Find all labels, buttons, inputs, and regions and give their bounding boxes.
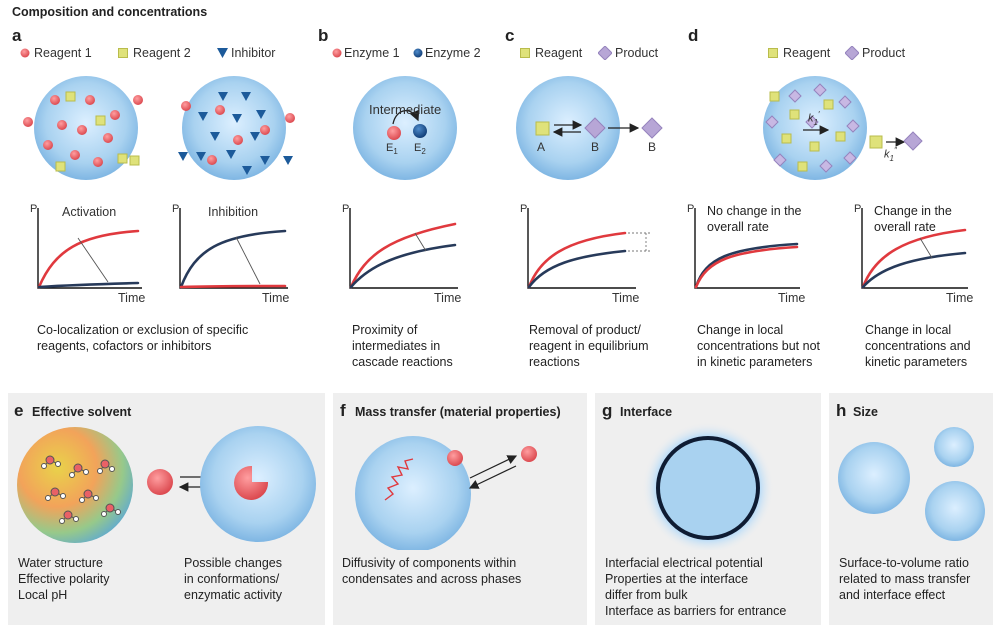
panel-h-title: Size xyxy=(853,405,879,419)
mass-transfer-droplet xyxy=(355,436,471,550)
activation-plot-axes xyxy=(37,208,142,289)
a1-axis-p: P xyxy=(30,203,38,215)
reagent-legend-icon xyxy=(520,48,530,58)
label-b: B xyxy=(591,140,600,154)
cascade-red-curve xyxy=(349,222,457,289)
enzyme2-legend-icon xyxy=(413,48,423,58)
caption-a: Co-localization or exclusion of specific… xyxy=(37,323,249,353)
droplet-illustrations xyxy=(23,76,923,180)
cascade-navy-curve xyxy=(349,243,457,289)
legend-enzyme2: Enzyme 2 xyxy=(425,46,481,60)
legend-product-d: Product xyxy=(862,46,906,60)
legend-reagent-c: Reagent xyxy=(535,46,583,60)
inhibitor-legend-icon xyxy=(217,48,228,58)
legend-reagent2: Reagent 2 xyxy=(133,46,191,60)
panel-c-label: c xyxy=(505,26,515,45)
panel-d-label: d xyxy=(688,26,699,45)
inhibition-plot-axes xyxy=(179,208,288,289)
d1-axis-p: P xyxy=(687,203,695,215)
label-b-out: B xyxy=(648,140,657,154)
panel-a-label: a xyxy=(12,26,22,45)
enzyme-outside xyxy=(147,469,173,495)
change-label: Change in the overall rate xyxy=(874,204,952,234)
inhibition-label: Inhibition xyxy=(208,205,259,219)
reagent-legend-icon xyxy=(768,48,778,58)
activation-droplet xyxy=(23,76,143,180)
caption-c: Removal of product/reagent in equilibriu… xyxy=(529,323,649,369)
no-change-red-curve xyxy=(694,245,799,289)
figure-title: Composition and concentrations xyxy=(12,5,208,19)
change-plot-axes xyxy=(861,208,968,289)
activation-label: Activation xyxy=(62,205,117,219)
panel-f-label: f xyxy=(340,401,346,420)
panel-g-label: g xyxy=(602,401,613,420)
equilibrium-droplet xyxy=(516,76,663,180)
legend-reagent1: Reagent 1 xyxy=(34,46,92,60)
bottom-illustrations xyxy=(17,422,985,550)
interface-droplet xyxy=(656,436,760,540)
panel-g-title: Interface xyxy=(620,405,673,419)
k1-prime-label: k1′ xyxy=(808,110,820,127)
equilibrium-red-curve xyxy=(527,231,627,289)
intermediate-label: Intermediate xyxy=(369,102,442,117)
cascade-plot-axes xyxy=(349,208,458,289)
a2-axis-time: Time xyxy=(262,291,290,305)
caption-d1: Change in local concentrations but not in … xyxy=(697,323,820,369)
equilibrium-plot-axes xyxy=(527,208,636,289)
panel-e-text1: Water structure Effective polarity Local p… xyxy=(18,556,110,602)
panel-e-text2: Possible changes in conformations/enzymat… xyxy=(184,556,282,602)
equilibrium-navy-curve xyxy=(527,249,627,289)
product-legend-icon xyxy=(598,46,612,60)
activation-navy-curve xyxy=(37,281,140,289)
caption-d2: Change in local concentrations and kinetic… xyxy=(865,323,971,369)
kinetic-droplet xyxy=(763,76,923,180)
effective-solvent-droplet xyxy=(17,427,133,543)
d2-axis-p: P xyxy=(854,203,862,215)
size-small-droplet xyxy=(934,427,974,467)
caption-b: Proximity of intermediates in cascade reac… xyxy=(352,323,453,369)
kinetic-plots xyxy=(37,208,968,289)
panel-e-label: e xyxy=(14,401,24,420)
panel-e-title: Effective solvent xyxy=(32,405,132,419)
no-change-plot-axes xyxy=(694,208,800,289)
legend-product-c: Product xyxy=(615,46,659,60)
c-axis-time: Time xyxy=(612,291,640,305)
panel-h-label: h xyxy=(836,401,847,420)
e1-label: E1 xyxy=(386,142,398,157)
diffusion-path xyxy=(384,458,414,501)
legend-reagent-d: Reagent xyxy=(783,46,831,60)
b-axis-time: Time xyxy=(434,291,462,305)
reagent1-legend-icon xyxy=(20,48,30,58)
size-medium-droplet xyxy=(925,481,985,541)
legend-inhibitor: Inhibitor xyxy=(231,46,276,60)
a1-axis-time: Time xyxy=(118,291,146,305)
modified-enzyme xyxy=(234,465,269,500)
panel-g-text: Interfacial electrical potential Properti… xyxy=(605,556,787,618)
d1-axis-time: Time xyxy=(778,291,806,305)
panel-h-text: Surface-to-volume ratio related to mass t… xyxy=(839,556,971,602)
a2-axis-p: P xyxy=(172,203,180,215)
b-axis-p: P xyxy=(342,203,350,215)
panel-f-title: Mass transfer (material properties) xyxy=(355,405,561,419)
inhibition-droplet xyxy=(178,76,295,180)
activation-red-curve xyxy=(37,229,140,289)
e2-label: E2 xyxy=(414,142,426,157)
label-a: A xyxy=(537,140,546,154)
c-axis-p: P xyxy=(520,203,528,215)
inhibition-navy-curve xyxy=(179,229,287,289)
panel-b-label: b xyxy=(318,26,329,45)
panel-f-text: Diffusivity of components within condensa… xyxy=(342,556,522,586)
size-large-droplet xyxy=(838,442,910,514)
legend-enzyme1: Enzyme 1 xyxy=(344,46,400,60)
no-change-label: No change in the overall rate xyxy=(707,204,802,234)
enzyme1-legend-icon xyxy=(332,48,342,58)
reagent2-legend-icon xyxy=(118,48,128,58)
product-legend-icon xyxy=(845,46,859,60)
cascade-droplet xyxy=(353,76,457,180)
change-red-curve xyxy=(861,228,967,289)
inhibition-red-curve xyxy=(179,284,287,289)
change-navy-curve xyxy=(861,251,967,289)
k1-double-prime-label: k1″ xyxy=(884,146,897,163)
d2-axis-time: Time xyxy=(946,291,974,305)
